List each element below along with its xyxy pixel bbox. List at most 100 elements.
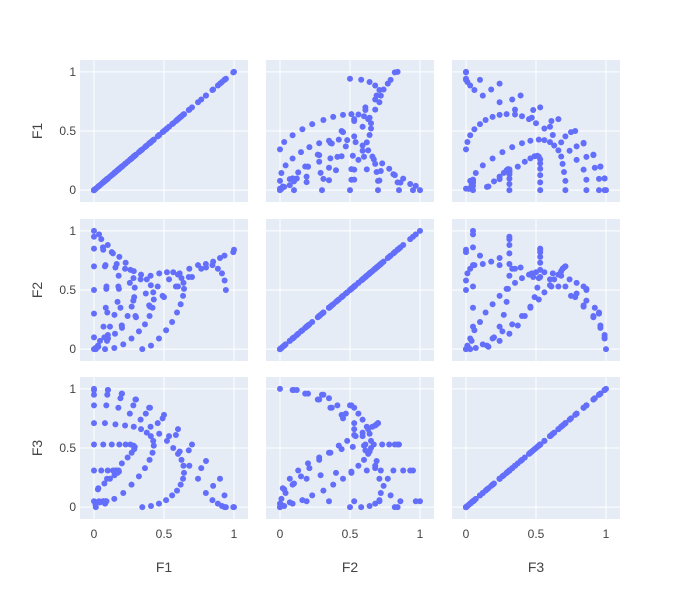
data-point <box>214 265 221 272</box>
data-point <box>348 111 355 118</box>
data-point <box>580 283 587 290</box>
data-point <box>305 163 311 170</box>
data-point <box>320 116 327 123</box>
data-point <box>295 467 302 474</box>
data-point <box>91 287 97 293</box>
data-point <box>534 284 541 291</box>
data-point <box>195 99 202 106</box>
data-point <box>596 175 602 182</box>
data-point <box>470 244 476 251</box>
data-point <box>303 179 310 186</box>
data-point <box>149 449 156 456</box>
data-point <box>541 437 548 444</box>
data-point <box>142 290 149 297</box>
data-point <box>519 113 525 120</box>
data-point <box>230 504 237 511</box>
data-point <box>132 313 139 320</box>
data-point <box>363 272 370 279</box>
data-point <box>91 263 97 270</box>
data-point <box>326 395 332 402</box>
data-point <box>477 252 483 259</box>
data-point <box>317 311 324 318</box>
data-point <box>506 250 513 257</box>
data-point <box>127 266 134 273</box>
data-point <box>326 304 332 311</box>
data-point <box>489 155 496 162</box>
data-point <box>135 328 142 335</box>
data-point <box>177 481 184 488</box>
data-point <box>100 441 107 448</box>
data-point <box>537 259 544 266</box>
data-point <box>147 282 154 289</box>
data-point <box>580 166 587 173</box>
data-point <box>351 420 358 427</box>
data-point <box>195 262 202 269</box>
data-point <box>380 482 387 489</box>
data-point <box>537 104 544 111</box>
data-point <box>472 344 479 351</box>
data-point <box>115 404 122 411</box>
data-point <box>116 253 123 260</box>
data-point <box>361 456 367 463</box>
data-point <box>373 458 380 465</box>
data-point <box>163 327 170 334</box>
data-point <box>299 126 306 133</box>
data-point <box>555 271 562 278</box>
data-point <box>97 182 104 189</box>
data-point <box>120 489 127 496</box>
data-point <box>551 429 558 436</box>
data-point <box>351 404 358 411</box>
data-point <box>163 126 170 133</box>
data-point <box>143 276 150 283</box>
data-point <box>116 441 123 448</box>
data-point <box>104 467 111 474</box>
data-point <box>122 265 129 272</box>
data-point <box>98 467 105 474</box>
data-point <box>580 302 587 309</box>
data-point <box>541 137 548 144</box>
data-point <box>512 265 518 272</box>
data-point <box>147 342 154 349</box>
data-point <box>500 311 507 318</box>
data-point <box>293 387 300 394</box>
data-point <box>333 469 339 476</box>
data-point <box>384 475 391 482</box>
data-point <box>527 155 534 162</box>
data-point <box>155 335 162 342</box>
data-point <box>412 498 419 505</box>
data-point <box>112 421 119 428</box>
data-point <box>146 140 153 147</box>
data-point <box>338 294 345 301</box>
data-point <box>590 313 597 320</box>
data-point <box>286 182 293 189</box>
data-point <box>230 249 237 256</box>
data-point <box>131 284 138 291</box>
data-point <box>146 313 153 320</box>
data-point <box>479 260 486 267</box>
data-point <box>547 139 553 146</box>
data-point <box>230 69 237 76</box>
data-point <box>351 133 358 140</box>
data-point <box>386 165 393 172</box>
data-point <box>286 475 293 482</box>
data-point <box>126 279 133 286</box>
data-point <box>344 137 351 144</box>
data-point <box>583 297 590 304</box>
data-point <box>601 187 608 194</box>
data-point <box>590 152 597 159</box>
data-point <box>128 449 135 456</box>
data-point <box>333 298 339 305</box>
data-point <box>491 334 497 341</box>
data-point <box>327 449 334 456</box>
y-tick-label: 0 <box>69 500 76 514</box>
data-point <box>340 475 346 482</box>
data-point <box>527 303 534 310</box>
data-point <box>108 441 115 448</box>
data-point <box>477 121 483 128</box>
data-point <box>512 111 518 118</box>
data-point <box>370 156 377 163</box>
data-point <box>365 147 372 154</box>
data-point <box>496 80 503 87</box>
cell-f1-vs-f1 <box>80 60 248 202</box>
data-point <box>147 433 154 440</box>
